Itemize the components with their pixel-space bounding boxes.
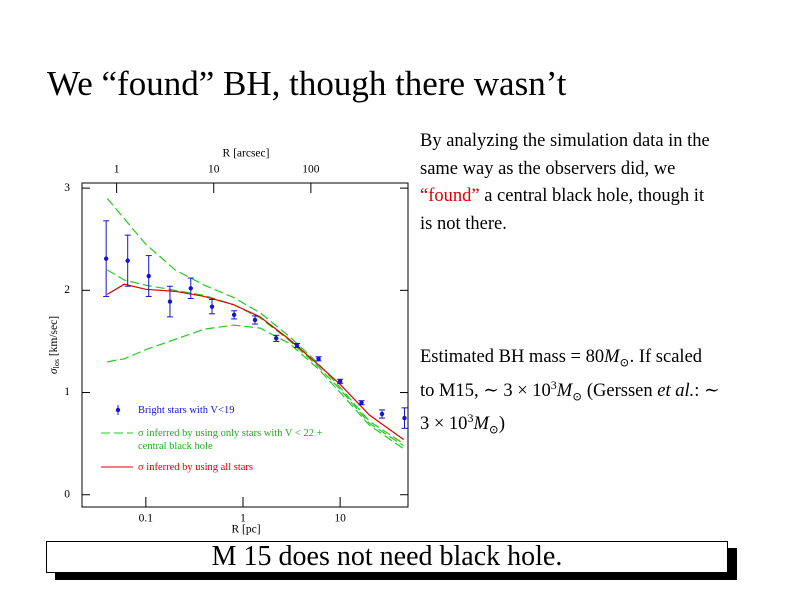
data-point [402, 415, 407, 421]
data-point [316, 356, 321, 361]
text: : ∼ 3 × 10 [420, 380, 720, 435]
text: ⊙ [619, 355, 630, 370]
text: σ [48, 367, 60, 374]
text: los [52, 359, 61, 368]
plot-frame [81, 182, 409, 508]
text: [km/sec] [48, 316, 60, 359]
text: a central black hole, though it is not t… [420, 186, 705, 234]
data-point [252, 317, 258, 323]
text: By analyzing the simulation data in the … [420, 131, 710, 179]
data-point [274, 336, 279, 341]
y-tick-label: 3 [64, 182, 70, 194]
text: Estimated BH mass = 80 [420, 347, 605, 367]
paragraph: Estimated BH mass = 80M⊙. If scaled to M… [420, 341, 720, 442]
legend-text: Bright stars with V<19 [138, 405, 235, 416]
data-point [146, 273, 151, 279]
text: M [473, 414, 489, 434]
text: et al. [657, 380, 695, 401]
text: (Gerssen [582, 380, 658, 401]
data-point [103, 256, 109, 261]
x2-axis-label: R [arcsec] [223, 148, 270, 160]
data-point [359, 400, 364, 405]
text: M [556, 380, 573, 401]
y-axis-label: σlos [km/sec] [48, 316, 61, 374]
data-point [379, 411, 385, 417]
data-point [167, 299, 173, 304]
data-point [125, 258, 130, 263]
text: 3 [550, 377, 557, 392]
y-tick-label: 2 [64, 284, 70, 296]
data-point [337, 379, 343, 384]
x-tick-label: 10 [334, 513, 346, 525]
highlight: “found” [420, 186, 480, 206]
paragraph: By analyzing the simulation data in the … [420, 128, 720, 238]
text: 3 [467, 410, 474, 425]
text: ⊙ [488, 422, 499, 437]
conclusion: M 15 does not need black hole. [211, 541, 563, 572]
slide-title: We “found” BH, though there wasn’t [47, 64, 567, 103]
legend-swatch [115, 407, 121, 413]
conclusion-box: M 15 does not need black hole. [46, 541, 728, 573]
y-tick-label: 0 [64, 488, 70, 500]
x-axis-label: R [pc] [231, 524, 260, 536]
x2-tick-label: 1 [114, 164, 120, 176]
text: ) [498, 414, 506, 434]
legend-text: σ inferred by using only stars with V < … [138, 428, 323, 452]
data-point [209, 304, 215, 309]
series-upper [106, 197, 404, 445]
x-tick-label: 1 [240, 513, 246, 525]
data-point [294, 343, 300, 348]
text: . If scaled to M15, ∼ 3 × 10 [420, 347, 703, 401]
series-line [106, 283, 404, 441]
legend-text: σ inferred by using all stars [138, 462, 254, 473]
data-point [188, 286, 193, 291]
text: M [604, 347, 620, 367]
x-tick-label: 0.1 [139, 513, 154, 525]
x2-tick-label: 10 [208, 164, 220, 176]
series-lower [107, 324, 404, 450]
text: ⊙ [572, 389, 583, 404]
x2-tick-label: 100 [302, 164, 320, 176]
y-tick-label: 1 [64, 386, 70, 398]
data-point [231, 312, 237, 318]
